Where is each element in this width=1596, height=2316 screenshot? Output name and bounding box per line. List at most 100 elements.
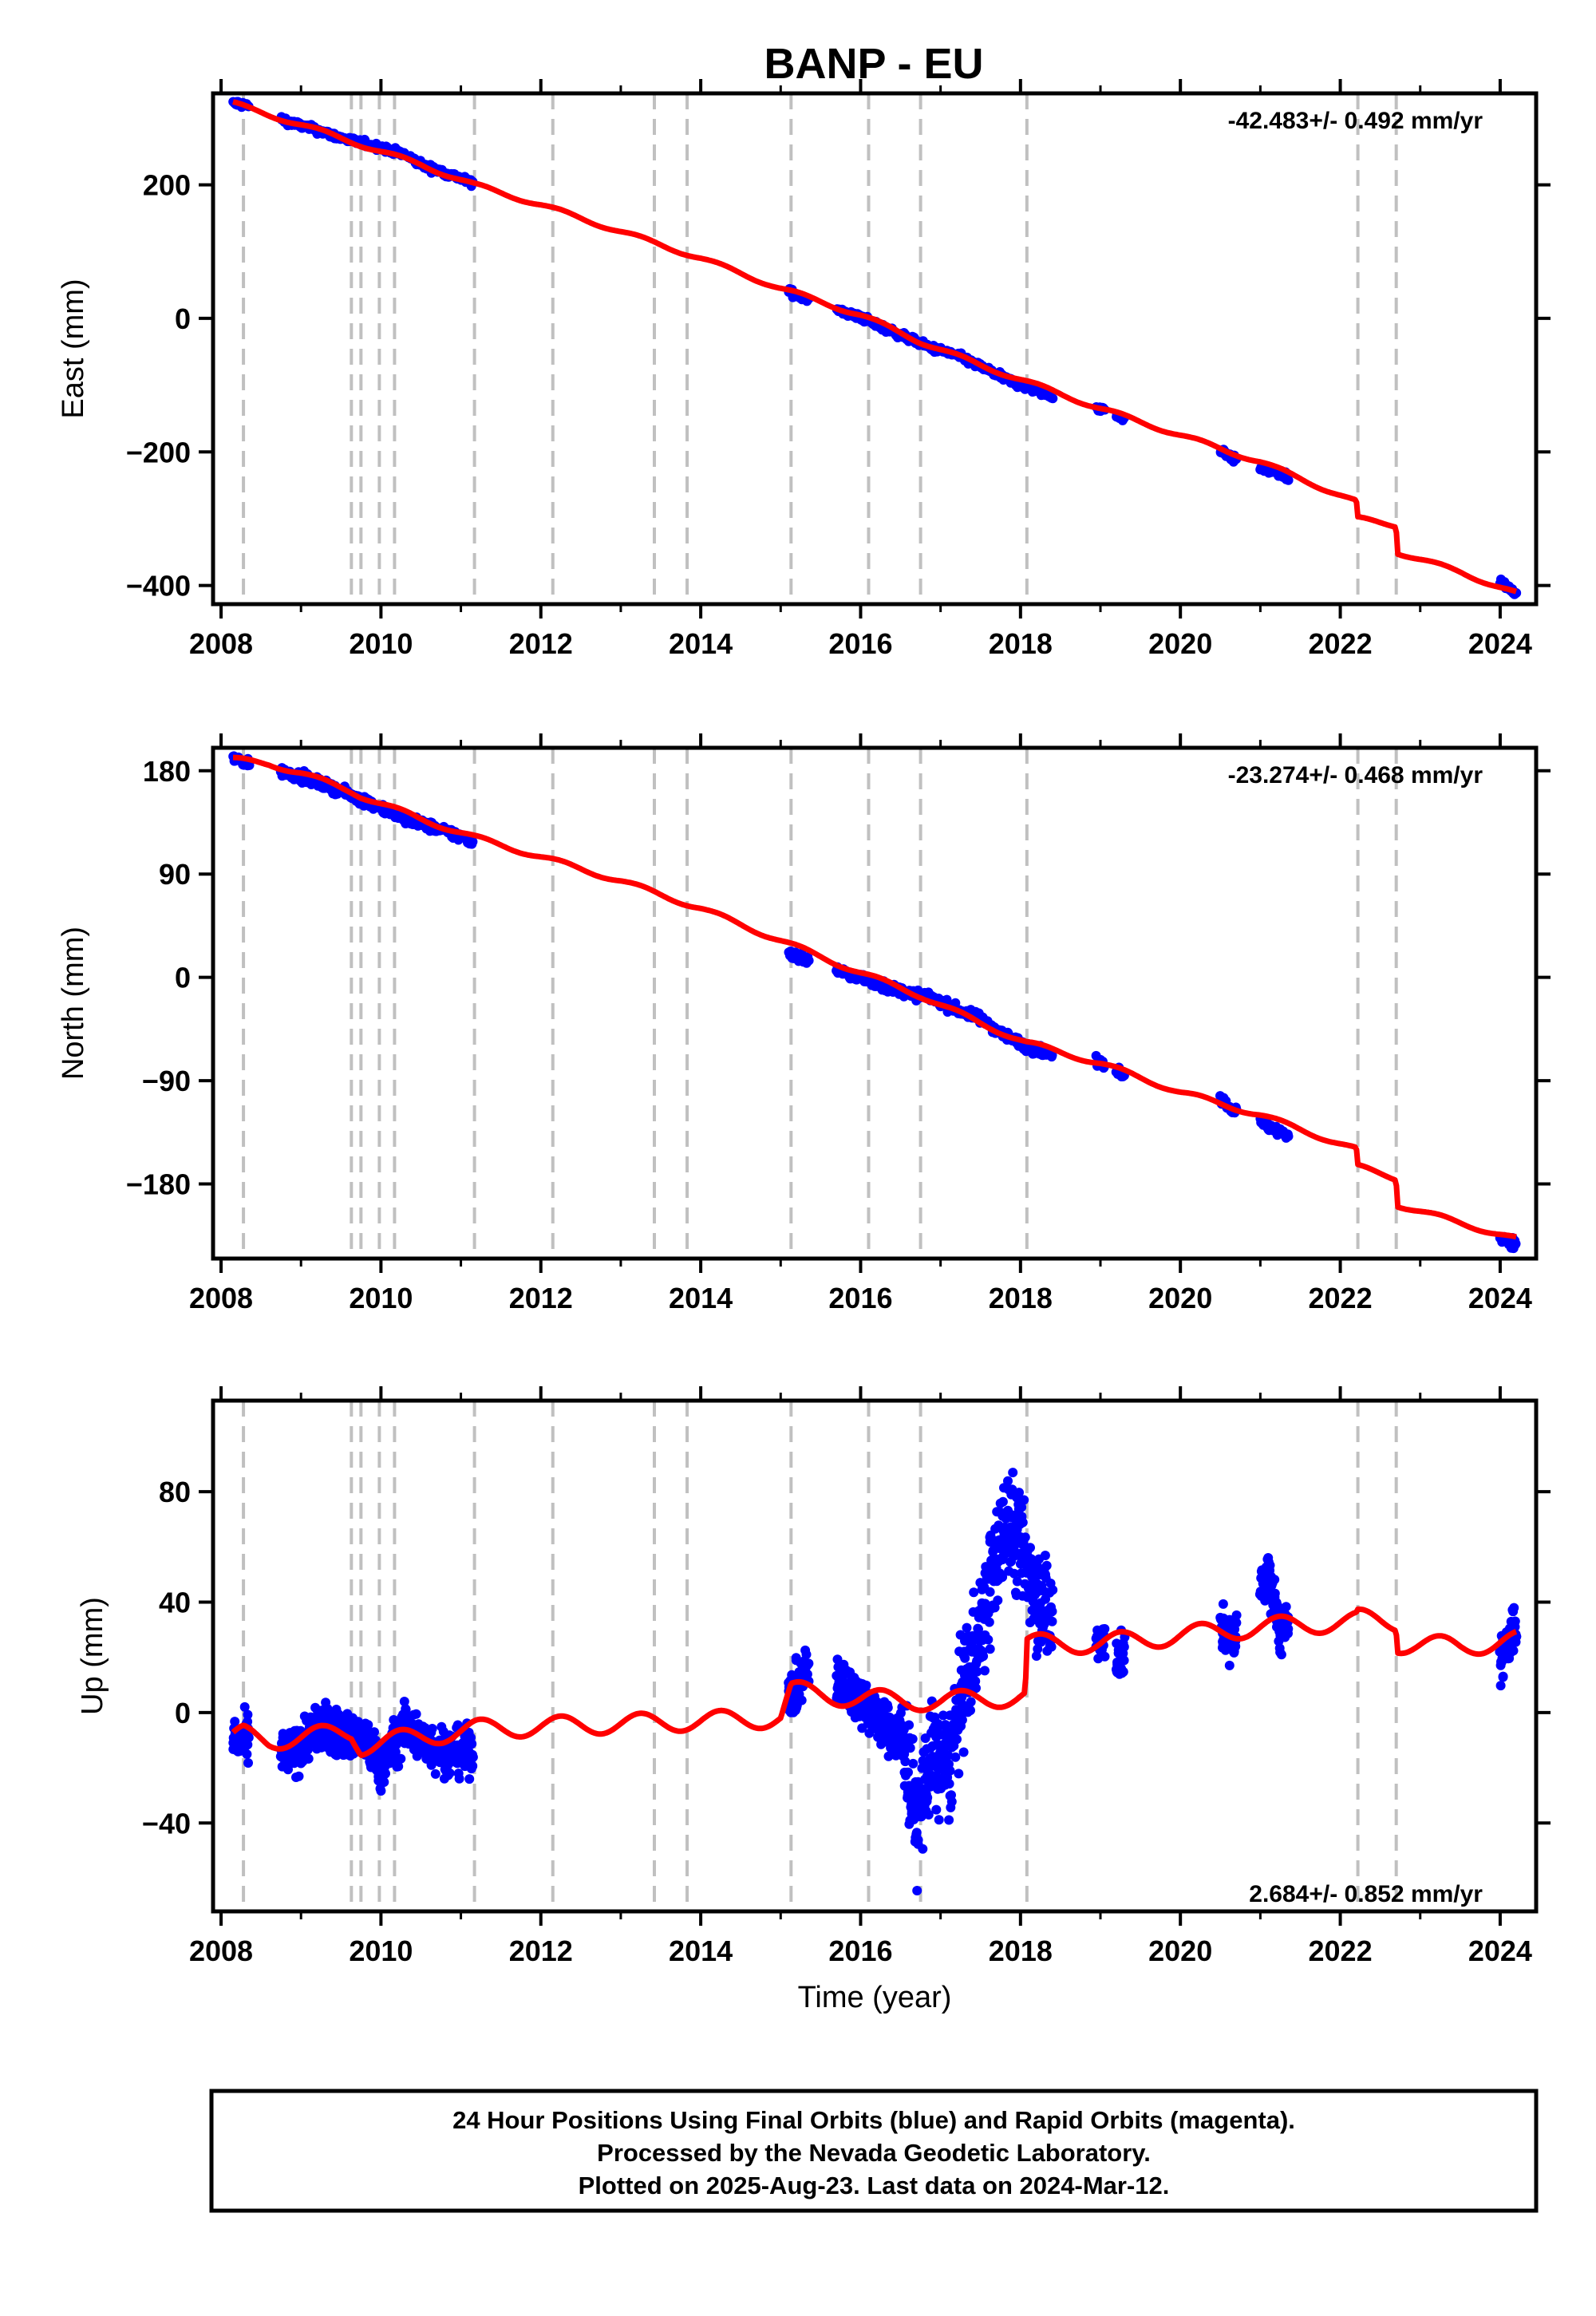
data-point <box>938 1710 948 1721</box>
axes-frame <box>211 1398 1539 1914</box>
x-tick-label: 2012 <box>509 1935 573 1967</box>
y-tick-label: 80 <box>159 1476 191 1508</box>
rate-annotation: -42.483+/- 0.492 mm/yr <box>1228 108 1483 134</box>
data-point <box>243 1740 253 1750</box>
axes-frame <box>211 91 1539 607</box>
data-point <box>390 1747 401 1757</box>
x-tick-label: 2014 <box>669 1282 733 1314</box>
data-point <box>1008 1468 1018 1478</box>
data-point <box>832 1654 843 1665</box>
x-axis-label: Time (year) <box>798 1981 952 2014</box>
data-point <box>980 1666 990 1676</box>
x-tick-label: 2014 <box>669 1935 733 1967</box>
data-point <box>804 955 814 966</box>
data-point <box>900 1757 911 1767</box>
x-tick-label: 2022 <box>1309 1282 1373 1314</box>
model-fit-line <box>231 1606 1518 1758</box>
data-point <box>1017 1502 1027 1512</box>
data-point <box>1041 1560 1052 1571</box>
footer-line-1: 24 Hour Positions Using Final Orbits (bl… <box>452 2106 1295 2134</box>
data-point <box>945 1765 955 1776</box>
data-point <box>899 1749 910 1759</box>
data-point <box>998 1496 1008 1507</box>
data-point <box>904 1720 915 1730</box>
data-point <box>393 1761 404 1772</box>
data-point <box>993 1595 1003 1606</box>
data-point <box>957 1715 967 1725</box>
data-point <box>1218 1599 1228 1609</box>
data-point <box>944 1815 954 1825</box>
data-point <box>243 1758 253 1768</box>
data-point <box>998 1572 1008 1583</box>
data-point <box>944 1779 954 1789</box>
y-tick-label: 40 <box>159 1587 191 1619</box>
data-point <box>918 1844 928 1854</box>
data-point <box>396 1753 406 1764</box>
data-point <box>958 1747 969 1757</box>
data-point <box>978 1651 989 1662</box>
data-point <box>1283 1131 1294 1141</box>
data-point <box>796 1695 807 1705</box>
x-tick-label: 2016 <box>828 1935 892 1967</box>
data-point <box>970 1676 981 1686</box>
data-point <box>379 1777 389 1787</box>
data-point <box>430 1769 440 1779</box>
data-point <box>1509 1603 1519 1613</box>
x-tick-label: 2016 <box>828 627 892 660</box>
x-tick-label: 2020 <box>1148 627 1212 660</box>
x-tick-label: 2010 <box>349 1282 413 1314</box>
y-axis-label: East (mm) <box>57 279 90 418</box>
data-point <box>971 1683 981 1694</box>
data-point <box>969 1587 979 1598</box>
y-tick-label: 0 <box>175 1697 191 1729</box>
data-point <box>931 1804 942 1815</box>
x-tick-label: 2010 <box>349 1935 413 1967</box>
data-point <box>1017 1517 1028 1528</box>
data-point <box>1048 393 1058 404</box>
data-point <box>242 1749 252 1759</box>
data-point <box>464 1774 475 1784</box>
data-point <box>1019 1495 1029 1505</box>
x-tick-label: 2020 <box>1148 1282 1212 1314</box>
data-point <box>1047 1607 1057 1617</box>
data-point <box>903 1767 913 1777</box>
data-point <box>230 1717 240 1727</box>
data-point <box>883 1751 894 1761</box>
footer-border <box>209 2089 1539 2213</box>
rate-annotation: -23.274+/- 0.468 mm/yr <box>1228 762 1483 788</box>
data-point <box>1511 1239 1521 1249</box>
data-point <box>983 1634 994 1645</box>
data-point <box>467 1739 477 1749</box>
data-point <box>399 1697 409 1706</box>
x-tick-label: 2012 <box>509 627 573 660</box>
data-point <box>468 1761 478 1771</box>
x-tick-label: 2022 <box>1309 1935 1373 1967</box>
data-point <box>972 1666 982 1677</box>
data-point <box>804 1658 814 1669</box>
data-point <box>1118 1666 1128 1677</box>
data-point <box>960 1653 970 1663</box>
x-tick-label: 2020 <box>1148 1935 1212 1967</box>
data-point <box>985 1644 995 1654</box>
data-point <box>454 1773 464 1784</box>
data-point <box>962 1622 972 1633</box>
data-point <box>322 1704 333 1713</box>
data-point <box>243 1709 253 1720</box>
y-tick-label: 90 <box>159 858 191 891</box>
data-point <box>376 1786 386 1796</box>
data-point <box>1100 1651 1110 1662</box>
footer-line-3: Plotted on 2025-Aug-23. Last data on 202… <box>579 2172 1170 2199</box>
y-tick-label: 0 <box>175 962 191 994</box>
model-fit-line <box>231 754 1518 1240</box>
data-point <box>943 1750 954 1761</box>
data-point <box>984 1617 994 1627</box>
data-point <box>966 1697 976 1707</box>
data-point <box>1100 1624 1110 1634</box>
data-point <box>444 1768 455 1778</box>
data-point <box>946 1796 957 1807</box>
data-point <box>1224 1660 1235 1670</box>
data-point <box>1025 1543 1035 1553</box>
data-point <box>427 1724 437 1733</box>
data-point <box>369 1727 379 1737</box>
data-point <box>1270 1575 1280 1585</box>
